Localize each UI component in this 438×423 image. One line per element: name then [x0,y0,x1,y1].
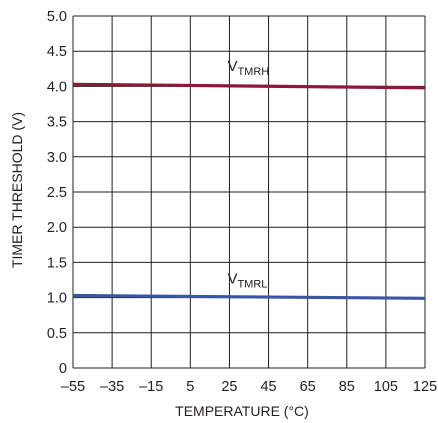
series-line-tmrh [72,82,426,90]
series-line-tmrl [72,293,426,300]
series-label-tmrh: VTMRH [227,58,269,78]
x-tick-label: 65 [300,379,316,395]
y-axis-label: TIMER THRESHOLD (V) [9,112,25,268]
x-tick-label: –55 [61,379,85,395]
y-tick-label: 0 [59,361,67,377]
x-tick-label: 45 [260,379,276,395]
y-tick-label: 4.5 [47,44,67,60]
x-tick-label: 125 [413,379,437,395]
x-tick-label: 5 [186,379,194,395]
y-tick-label: 3.5 [47,115,67,131]
series-group: VTMRH VTMRL [72,58,426,300]
x-tick-label: –35 [100,379,124,395]
y-tick-label: 2.0 [47,220,67,236]
x-tick-label: –15 [139,379,163,395]
x-tick-label: 85 [339,379,355,395]
y-tick-label: 3.0 [47,150,67,166]
y-tick-label: 4.0 [47,79,67,95]
y-tick-label: 2.5 [47,185,67,201]
y-tick-labels: 0 0.5 1.0 1.5 2.0 2.5 3.0 3.5 4.0 4.5 5.0 [47,9,67,377]
y-tick-label: 5.0 [47,9,67,25]
y-tick-label: 0.5 [47,326,67,342]
x-tick-label: 105 [374,379,398,395]
x-tick-labels: –55 –35 –15 5 25 45 65 85 105 125 [61,379,437,395]
y-tick-label: 1.5 [47,255,67,271]
x-tick-label: 25 [221,379,237,395]
y-tick-label: 1.0 [47,291,67,307]
x-axis-label: TEMPERATURE (°C) [175,403,309,419]
series-label-tmrl: VTMRL [227,270,267,290]
